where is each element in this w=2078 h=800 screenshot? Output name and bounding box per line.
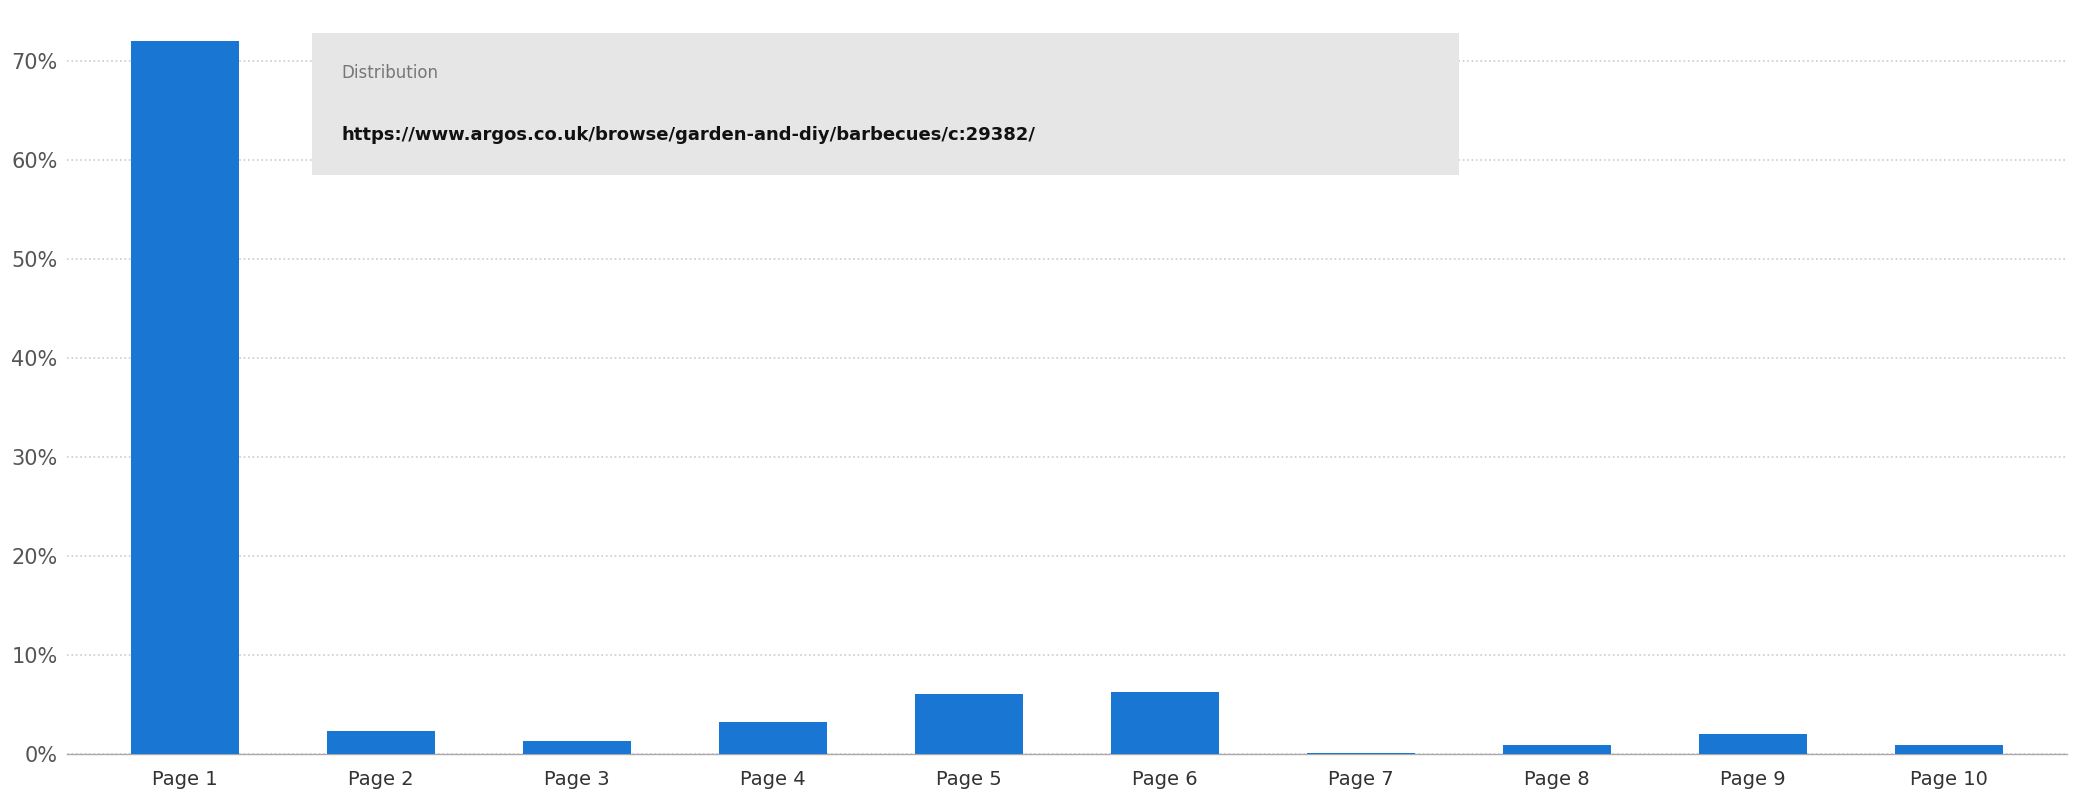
- Bar: [524, 741, 632, 754]
- Bar: [1700, 734, 1808, 754]
- Text: Distribution: Distribution: [341, 64, 438, 82]
- Bar: [1112, 691, 1220, 754]
- Text: https://www.argos.co.uk/browse/garden-and-diy/barbecues/c:29382/: https://www.argos.co.uk/browse/garden-an…: [341, 126, 1035, 144]
- Bar: [131, 41, 239, 754]
- Bar: [1895, 745, 2003, 754]
- Bar: [1502, 745, 1610, 754]
- Bar: [326, 731, 434, 754]
- Bar: [914, 694, 1022, 754]
- FancyBboxPatch shape: [312, 34, 1459, 174]
- Bar: [719, 722, 827, 754]
